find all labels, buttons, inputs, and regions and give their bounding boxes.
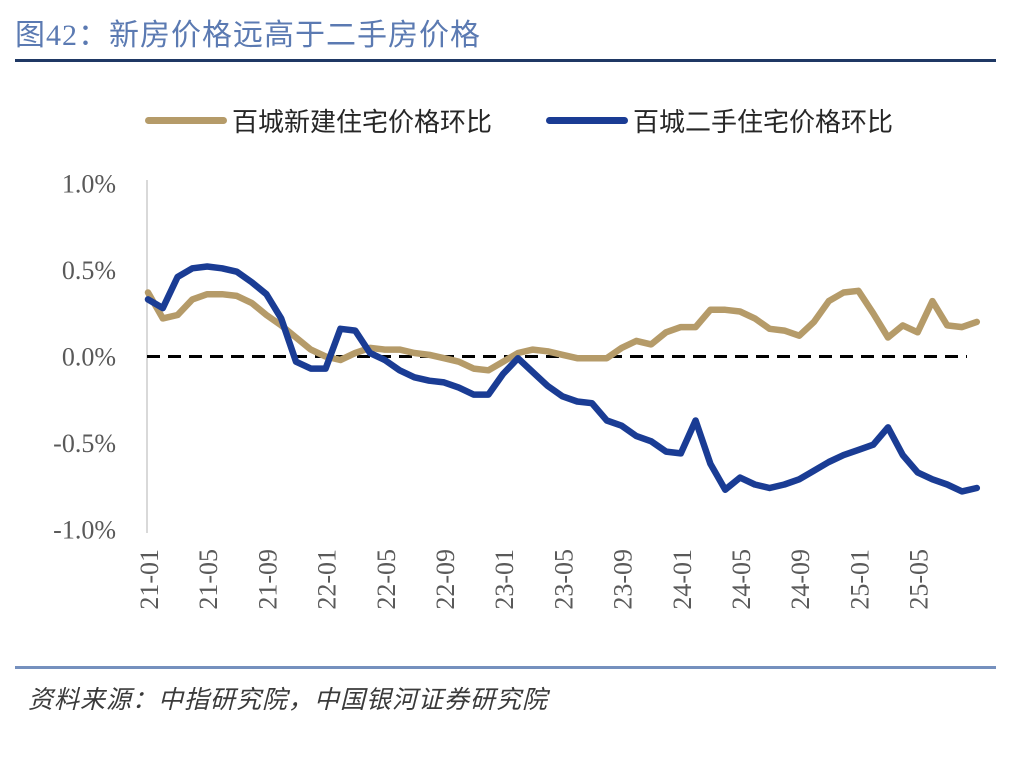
legend-item-second-hand: 百城二手住宅价格环比	[546, 103, 893, 137]
source-note: 资料来源：中指研究院，中国银河证券研究院	[28, 687, 549, 714]
figure-title: 图42：新房价格远高于二手房价格	[15, 19, 481, 52]
legend-label-new-home: 百城新建住宅价格环比	[232, 107, 493, 137]
legend-item-new-home: 百城新建住宅价格环比	[145, 103, 492, 137]
x-tick-label: 21-01	[135, 549, 164, 610]
y-tick-label: 1.0%	[62, 170, 116, 199]
series-second-hand-line	[144, 263, 981, 495]
y-tick-label: 0.0%	[62, 343, 116, 372]
x-tick-label: 25-05	[905, 549, 934, 610]
x-tick-label: 23-09	[609, 549, 638, 610]
legend-label-second-hand: 百城二手住宅价格环比	[633, 107, 894, 137]
legend-line-new-home-icon	[145, 116, 227, 124]
y-tick-label: -0.5%	[53, 429, 116, 458]
legend: 百城新建住宅价格环比 百城二手住宅价格环比	[0, 103, 1011, 137]
y-tick-label: 0.5%	[62, 256, 116, 285]
legend-line-second-hand-icon	[546, 116, 628, 124]
x-tick-label: 22-01	[313, 549, 342, 610]
x-tick-label: 23-05	[549, 549, 578, 610]
title-divider	[15, 59, 996, 62]
x-tick-label: 24-05	[727, 549, 756, 610]
x-tick-label: 24-01	[668, 549, 697, 610]
x-tick-label: 22-05	[372, 549, 401, 610]
x-tick-label: 22-09	[431, 549, 460, 610]
x-tick-label: 21-09	[253, 549, 282, 610]
x-tick-label: 21-05	[194, 549, 223, 610]
x-tick-label: 25-01	[845, 549, 874, 610]
y-tick-label: -1.0%	[53, 516, 116, 545]
x-tick-label: 23-01	[490, 549, 519, 610]
x-tick-label: 24-09	[786, 549, 815, 610]
source-divider	[15, 666, 996, 669]
